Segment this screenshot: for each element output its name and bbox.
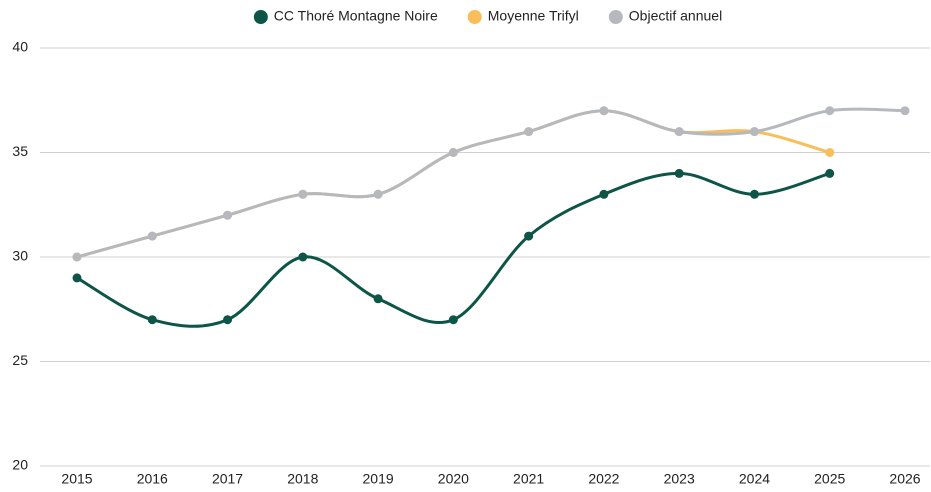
data-point	[749, 189, 759, 199]
series-line	[76, 107, 906, 259]
x-tick-label: 2015	[61, 471, 92, 487]
x-tick-label: 2026	[889, 471, 920, 487]
y-tick-label: 40	[12, 39, 28, 55]
legend-marker	[253, 10, 268, 24]
data-point	[524, 231, 534, 241]
data-point	[223, 315, 233, 325]
data-point	[900, 106, 910, 116]
data-point	[825, 106, 835, 116]
data-point	[147, 231, 157, 241]
x-tick-label: 2021	[513, 471, 544, 487]
data-point	[373, 189, 383, 199]
y-tick-label: 25	[12, 352, 28, 368]
data-point	[749, 127, 759, 137]
data-point	[373, 294, 383, 304]
x-tick-label: 2018	[287, 471, 318, 487]
data-point	[448, 315, 458, 325]
x-tick-label: 2025	[814, 471, 845, 487]
data-point	[147, 315, 157, 325]
y-tick-label: 30	[12, 248, 28, 264]
data-point	[72, 252, 82, 262]
legend-marker	[467, 10, 482, 24]
x-tick-label: 2023	[664, 471, 695, 487]
data-point	[223, 210, 233, 220]
data-point	[298, 252, 308, 262]
data-point	[72, 273, 82, 283]
legend-label: Moyenne Trifyl	[488, 8, 579, 24]
data-point	[599, 189, 609, 199]
data-point	[674, 168, 684, 178]
y-tick-label: 35	[12, 143, 28, 159]
x-tick-label: 2024	[739, 471, 770, 487]
x-tick-label: 2022	[588, 471, 619, 487]
data-point	[825, 148, 835, 157]
data-point	[825, 168, 835, 178]
x-tick-label: 2019	[363, 471, 394, 487]
data-point	[674, 127, 684, 137]
legend: CC Thoré Montagne Noire Moyenne Trifyl Obj…	[253, 8, 722, 24]
data-point	[298, 189, 308, 199]
legend-marker	[608, 10, 623, 24]
legend-label: CC Thoré Montagne Noire	[274, 8, 438, 24]
data-point	[448, 148, 458, 157]
data-point	[524, 127, 534, 137]
legend-label: Objectif annuel	[629, 8, 722, 24]
x-tick-label: 2020	[438, 471, 469, 487]
data-point	[599, 106, 609, 116]
series-line	[76, 171, 831, 328]
x-tick-label: 2017	[212, 471, 243, 487]
x-tick-label: 2016	[137, 471, 168, 487]
y-tick-label: 20	[12, 457, 28, 473]
